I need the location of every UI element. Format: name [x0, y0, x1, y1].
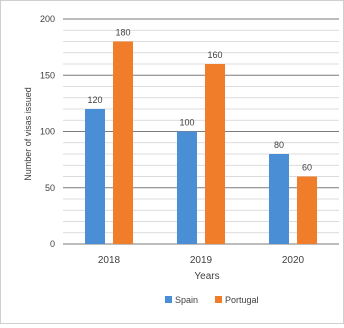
y-tick-label: 200	[40, 14, 55, 24]
bar-spain-2019	[177, 131, 197, 244]
bar-spain-2020	[269, 154, 289, 244]
data-label: 100	[179, 118, 194, 128]
legend-label-spain: Spain	[175, 295, 198, 305]
y-tick-label: 150	[40, 70, 55, 80]
legend: Spain Portugal	[165, 295, 259, 305]
data-label: 180	[115, 28, 130, 38]
data-labels: 120 180 100 160 80 60	[87, 28, 312, 173]
data-label: 60	[302, 163, 312, 173]
gridlines	[63, 18, 339, 245]
x-axis-ticks: 2018 2019 2020	[98, 255, 305, 266]
legend-swatch-portugal	[215, 296, 222, 303]
x-tick-label: 2019	[190, 255, 213, 266]
bar-portugal-2020	[297, 176, 317, 244]
bar-spain-2018	[85, 109, 105, 244]
data-label: 160	[207, 50, 222, 60]
x-tick-label: 2018	[98, 255, 121, 266]
legend-swatch-spain	[165, 296, 172, 303]
y-axis-ticks: 0 50 100 150 200	[40, 14, 55, 249]
bar-portugal-2019	[205, 64, 225, 244]
y-tick-label: 100	[40, 127, 55, 137]
legend-label-portugal: Portugal	[225, 295, 259, 305]
bar-portugal-2018	[113, 41, 133, 244]
y-axis-label: Number of visas issued	[23, 87, 33, 181]
data-label: 80	[274, 140, 284, 150]
x-tick-label: 2020	[282, 255, 305, 266]
y-tick-label: 50	[45, 183, 55, 193]
y-tick-label: 0	[50, 239, 55, 249]
x-axis-label: Years	[194, 271, 219, 282]
data-label: 120	[87, 95, 102, 105]
bars	[85, 41, 317, 244]
